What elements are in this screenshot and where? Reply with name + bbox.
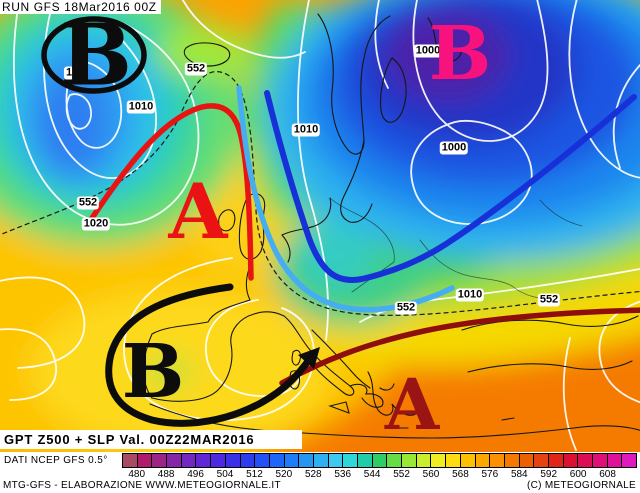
colorbar-tick: 568 bbox=[452, 469, 469, 480]
colorbar-cell bbox=[563, 454, 579, 467]
colorbar-tick: 592 bbox=[540, 469, 558, 480]
colorbar-tick: 544 bbox=[363, 469, 381, 480]
red-jet-arc bbox=[83, 103, 254, 281]
blue-trough-line bbox=[264, 90, 637, 283]
black-ellipse-around-low bbox=[41, 16, 147, 94]
colorbar-tick: 520 bbox=[275, 469, 293, 480]
map-title: GPT Z500 + SLP Val. 00Z22MAR2016 bbox=[0, 430, 302, 449]
data-source-label: DATI NCEP GFS 0.5° bbox=[4, 455, 108, 466]
contour-label: 1000 bbox=[439, 141, 469, 155]
colorbar-tick: 488 bbox=[157, 469, 175, 480]
colorbar-cell bbox=[387, 454, 403, 467]
colorbar-cell bbox=[196, 454, 212, 467]
colorbar-tick: 528 bbox=[304, 469, 322, 480]
colorbar-tick: 576 bbox=[481, 469, 499, 480]
contour-label: 552 bbox=[537, 293, 561, 307]
colorbar-cell bbox=[534, 454, 549, 467]
colorbar-tick: 480 bbox=[128, 469, 146, 480]
run-label: RUN GFS 18Mar2016 00Z bbox=[0, 0, 161, 14]
colorbar-cell bbox=[328, 454, 344, 467]
colorbar-cell bbox=[225, 454, 241, 467]
colorbar-cell bbox=[372, 454, 388, 467]
black-arrowhead bbox=[298, 347, 320, 369]
pressure-center-low: B bbox=[428, 11, 492, 97]
footer: DATI NCEP GFS 0.5° 480 488 496 504 512 520 528… bbox=[0, 452, 640, 493]
colorbar-tick: 536 bbox=[334, 469, 352, 480]
colorbar-cell bbox=[548, 454, 564, 467]
contour-label: 1 bbox=[63, 66, 75, 80]
colorbar-cell bbox=[299, 454, 314, 467]
colorbar-cell bbox=[152, 454, 168, 467]
dashed-552-contour bbox=[0, 71, 640, 316]
colorbar-cell bbox=[269, 454, 285, 467]
pressure-center-low: B bbox=[60, 5, 132, 106]
colorbar-cell bbox=[519, 454, 535, 467]
contour-label: 1010 bbox=[291, 123, 321, 137]
colorbar-cell bbox=[402, 454, 417, 467]
colorbar-cell bbox=[460, 454, 476, 467]
colorbar-cell bbox=[431, 454, 447, 467]
colorbar-cell bbox=[607, 454, 623, 467]
colorbar-cell bbox=[504, 454, 520, 467]
colorbar-cell bbox=[284, 454, 300, 467]
geopotential-field-map bbox=[0, 0, 640, 452]
contour-label: 1020 bbox=[81, 217, 111, 231]
contour-label: 552 bbox=[76, 196, 100, 210]
pressure-center-high: A bbox=[168, 167, 228, 256]
colorbar-cell bbox=[416, 454, 432, 467]
colorbar-cell bbox=[181, 454, 197, 467]
elaborazione-label: MTG-GFS - ELABORAZIONE WWW.METEOGIORNALE… bbox=[3, 480, 281, 491]
colorbar-cell bbox=[167, 454, 182, 467]
black-circulation-arrow bbox=[105, 283, 312, 427]
colorbar-cell bbox=[622, 454, 637, 467]
colorbar-cell bbox=[343, 454, 358, 467]
colorbar-tick: 600 bbox=[569, 469, 587, 480]
colorbar-cell bbox=[446, 454, 461, 467]
pressure-center-high: A bbox=[384, 363, 440, 446]
colorbar-tick: 584 bbox=[510, 469, 528, 480]
contour-label: 552 bbox=[394, 301, 418, 315]
contour-label: 1000 bbox=[413, 44, 443, 58]
colorbar-cell bbox=[313, 454, 329, 467]
copyright-label: (C) METEOGIORNALE bbox=[527, 480, 636, 491]
colorbar-cell bbox=[358, 454, 373, 467]
height-color-field bbox=[0, 0, 640, 452]
colorbar-cell bbox=[490, 454, 505, 467]
maroon-southern-line bbox=[279, 307, 640, 386]
contour-label: 552 bbox=[184, 62, 208, 76]
colorbar-tick: 608 bbox=[599, 469, 616, 480]
colorbar-cell bbox=[578, 454, 593, 467]
colorbar-cell bbox=[240, 454, 256, 467]
map-area: RUN GFS 18Mar2016 00Z 552 1010 1010 1000 100… bbox=[0, 0, 640, 452]
colorbar-tick: 496 bbox=[187, 469, 204, 480]
colorbar-tick: 552 bbox=[393, 469, 410, 480]
colorbar-tick: 560 bbox=[422, 469, 440, 480]
colorbar-tick: 512 bbox=[246, 469, 263, 480]
contour-label: 1010 bbox=[455, 288, 485, 302]
coastlines bbox=[143, 13, 640, 439]
colorbar-tick-labels: 480 488 496 504 512 520 528 536 544 552 560 568 576 5… bbox=[122, 469, 637, 481]
colorbar-cell bbox=[255, 454, 270, 467]
pressure-center-low: B bbox=[121, 329, 185, 415]
colorbar-cell bbox=[593, 454, 608, 467]
colorbar-cell bbox=[211, 454, 226, 467]
colorbar-cell bbox=[475, 454, 491, 467]
colorbar-tick: 504 bbox=[216, 469, 234, 480]
colorbar-cell bbox=[123, 454, 138, 467]
colorbar-cell bbox=[137, 454, 153, 467]
contour-label: 1010 bbox=[126, 100, 156, 114]
colorbar bbox=[122, 453, 637, 468]
